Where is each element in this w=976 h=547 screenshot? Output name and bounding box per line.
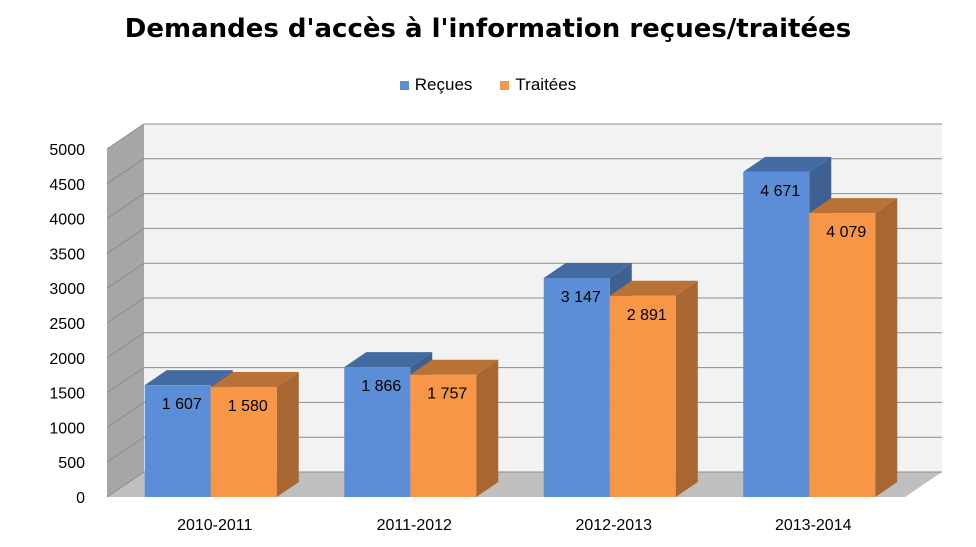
bar-top	[809, 198, 898, 214]
y-tick-label: 0	[76, 490, 85, 507]
data-label: 2 891	[627, 307, 667, 324]
legend-swatch-recues	[399, 80, 409, 90]
bar	[609, 295, 676, 497]
gridline-side	[106, 262, 145, 289]
data-label: 1 580	[228, 398, 268, 415]
legend: Reçues Traitées	[0, 75, 976, 95]
bar-top	[210, 372, 299, 388]
gridline-side	[106, 401, 145, 428]
legend-item-recues: Reçues	[399, 75, 473, 95]
gridline-side	[106, 332, 145, 359]
data-label: 4 671	[760, 183, 800, 200]
legend-label-recues: Reçues	[414, 75, 473, 94]
y-tick-label: 3000	[49, 281, 85, 298]
chart-title: Demandes d'accès à l'information reçues/…	[124, 14, 852, 44]
bar-side	[875, 198, 898, 497]
bar	[410, 374, 477, 497]
bar-side	[276, 372, 299, 497]
bar	[809, 213, 876, 497]
y-tick-label: 1500	[49, 386, 85, 403]
x-tick-label: 2011-2012	[377, 517, 452, 534]
legend-label-traitees: Traitées	[515, 75, 577, 94]
data-label: 1 866	[361, 378, 401, 395]
y-tick-label: 3500	[49, 246, 85, 263]
gridline-side	[106, 367, 145, 394]
data-label: 1 757	[427, 386, 467, 403]
x-tick-label: 2010-2011	[177, 517, 252, 534]
floor	[107, 472, 942, 497]
bar-top	[344, 352, 433, 368]
bar	[743, 171, 810, 497]
bar-side	[476, 359, 499, 497]
x-tick-label: 2013-2014	[775, 517, 852, 534]
bar	[543, 277, 610, 497]
x-tick-label: 2012-2013	[575, 517, 652, 534]
bar	[144, 385, 211, 497]
data-label: 4 079	[826, 224, 866, 241]
gridline-side	[106, 193, 145, 220]
y-tick-label: 1000	[49, 420, 85, 437]
y-tick-label: 4500	[49, 177, 85, 194]
legend-swatch-traitees	[500, 80, 510, 90]
bar-side	[675, 280, 698, 497]
bar-top	[543, 262, 632, 278]
gridline-side	[106, 227, 145, 254]
y-tick-label: 4000	[49, 212, 85, 229]
gridline-side	[106, 471, 145, 498]
y-tick-label: 500	[58, 455, 85, 472]
gridline-side	[106, 123, 145, 150]
y-tick-label: 2500	[49, 316, 85, 333]
bar-top	[743, 156, 832, 172]
y-tick-label: 2000	[49, 351, 85, 368]
bar	[210, 387, 277, 497]
gridline-side	[106, 436, 145, 463]
bar-top	[144, 370, 233, 386]
gridline-side	[106, 297, 145, 324]
bar-top	[609, 280, 698, 296]
data-label: 1 607	[162, 396, 202, 413]
legend-item-traitees: Traitées	[500, 75, 576, 95]
data-label: 3 147	[561, 289, 601, 306]
gridline-side	[106, 158, 145, 185]
bar	[344, 367, 411, 497]
y-tick-label: 5000	[49, 142, 85, 159]
bar-top	[410, 359, 499, 375]
